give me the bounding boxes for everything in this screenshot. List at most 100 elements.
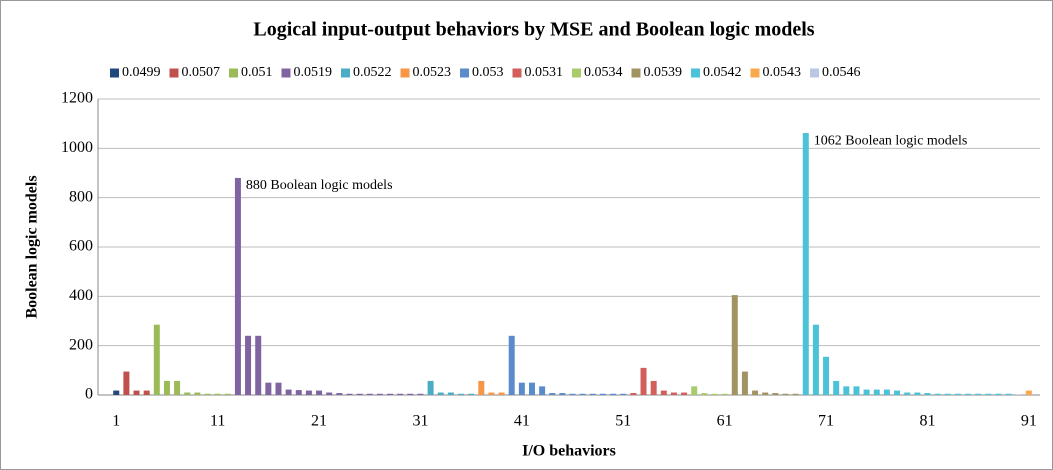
legend-label: 0.0523 [413,65,452,80]
x-tick-label: 11 [210,413,225,430]
bar [681,392,688,395]
x-tick-label: 31 [412,413,428,430]
x-tick-label: 41 [514,413,530,430]
bar [670,392,677,395]
legend-label: 0.0534 [584,65,623,80]
legend-label: 0.0543 [763,65,802,80]
bar [873,389,880,395]
bar [407,393,414,395]
legend-swatch [400,68,410,78]
legend-label: 0.053 [472,65,504,80]
annotation: 880 Boolean logic models [246,178,393,193]
bar [731,295,738,395]
bar [802,133,809,396]
bar [316,390,323,395]
x-tick-label: 71 [818,413,834,430]
bar [133,390,140,395]
bar [660,390,667,395]
bar [843,386,850,395]
bar [498,392,505,395]
bar [153,324,160,395]
bar [985,393,992,395]
bar [1005,393,1012,395]
bar [711,393,718,395]
bar [397,393,404,395]
bar [326,392,333,395]
y-tick-label: 200 [69,336,93,353]
bar [255,335,262,395]
bar [650,380,657,395]
bar [478,380,485,395]
x-axis-label: I/O behaviors [522,443,616,460]
legend-label: 0.051 [241,65,273,80]
bar [417,393,424,395]
bar [518,382,525,395]
bar [569,393,576,395]
bar [640,367,647,395]
bar [965,393,972,395]
y-tick-label: 400 [69,287,93,304]
bar [376,393,383,395]
x-tick-label: 51 [615,413,631,430]
bar [447,392,454,395]
bar [721,393,728,395]
bar [346,393,353,395]
y-tick-label: 0 [85,386,93,403]
bar [214,393,221,395]
bar [336,393,343,395]
bar [458,393,465,395]
bar [123,371,130,395]
bar [904,392,911,395]
bar [549,393,556,395]
bar [285,389,292,395]
bar [366,393,373,395]
bar [305,390,312,395]
bar [579,393,586,395]
legend-swatch [281,68,291,78]
bar [630,393,637,395]
bar [559,393,566,395]
legend-swatch [572,68,581,78]
legend-label: 0.0519 [294,65,333,80]
bar [883,389,890,395]
legend-label: 0.0539 [644,65,683,80]
legend-label: 0.0507 [182,65,221,80]
bar [944,393,951,395]
y-axis-label: Boolean logic models [24,175,41,318]
bar [1025,390,1032,395]
legend-swatch [341,68,350,78]
bar [174,380,181,395]
legend-swatch [691,68,700,78]
x-tick-label: 21 [311,413,327,430]
bar [1015,394,1022,395]
bar [812,324,819,395]
bar [275,382,282,395]
bar [924,393,931,395]
y-tick-label: 800 [69,188,93,205]
legend-label: 0.0546 [822,65,861,80]
bar [539,386,546,395]
bar [194,392,201,395]
legend-swatch [169,68,179,78]
x-tick-label: 81 [919,413,935,430]
bar [914,392,921,395]
legend-swatch [229,68,238,78]
bar [752,390,759,395]
bar [508,335,515,395]
x-tick-label: 61 [717,413,733,430]
bar [995,393,1002,395]
bar [610,393,617,395]
bar [356,393,363,395]
legend-label: 0.0522 [353,65,392,80]
y-tick-label: 600 [69,238,93,255]
bar [295,390,302,395]
legend-label: 0.0531 [525,65,564,80]
annotation: 1062 Boolean logic models [814,133,968,148]
bar [954,393,961,395]
chart-title: Logical input-output behaviors by MSE an… [253,19,814,41]
bar [184,392,191,395]
bar [762,392,769,395]
legend-swatch [110,68,119,78]
bar [894,390,901,395]
